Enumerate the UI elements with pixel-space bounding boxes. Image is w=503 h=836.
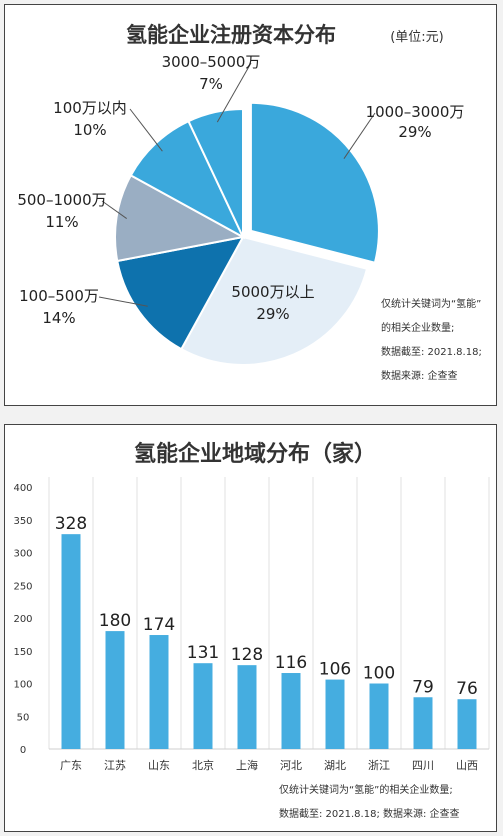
pie-chart: 氢能企业注册资本分布 (单位:元) 1000–3000万 29% 5000万以上 29… bbox=[17, 23, 482, 382]
pie-slice-label: 100万以内 bbox=[53, 99, 127, 117]
pie-slice-value: 14% bbox=[42, 309, 75, 327]
bar-value-label: 328 bbox=[55, 514, 87, 534]
pie-note-4: 数据来源: 企查查 bbox=[381, 369, 458, 382]
pie-slice-value: 7% bbox=[199, 75, 223, 93]
x-category-label: 山西 bbox=[456, 759, 478, 772]
bar-value-label: 106 bbox=[319, 660, 351, 680]
pie-slice bbox=[249, 101, 380, 264]
bar-chart: 氢能企业地域分布（家） 0 50 100 150 200 250 300 350 400 328… bbox=[13, 441, 490, 820]
bar bbox=[105, 631, 125, 749]
y-tick-label: 250 bbox=[13, 581, 32, 592]
bar-note-2: 数据截至: 2021.8.18; 数据来源: 企查查 bbox=[279, 807, 460, 820]
bar bbox=[237, 665, 257, 749]
x-category-label: 广东 bbox=[60, 759, 82, 772]
bar bbox=[61, 534, 81, 749]
x-category-label: 四川 bbox=[412, 759, 434, 772]
bar bbox=[149, 635, 169, 749]
x-category-label: 河北 bbox=[280, 759, 302, 772]
y-tick-label: 300 bbox=[13, 549, 32, 560]
pie-note-1: 仅统计关键词为“氢能” bbox=[381, 297, 481, 310]
pie-leader-line bbox=[129, 108, 163, 152]
pie-slice-label: 3000–5000万 bbox=[162, 53, 261, 71]
bar-chart-panel: 氢能企业地域分布（家） 0 50 100 150 200 250 300 350 400 328… bbox=[4, 424, 497, 832]
bar-value-label: 79 bbox=[412, 677, 434, 697]
bar bbox=[325, 679, 345, 749]
pie-slice bbox=[116, 235, 245, 351]
x-category-label: 北京 bbox=[192, 758, 214, 772]
y-tick-label: 150 bbox=[13, 647, 32, 658]
pie-leader-line bbox=[216, 62, 252, 123]
bar-chart-title: 氢能企业地域分布（家） bbox=[134, 441, 376, 467]
bar-value-label: 131 bbox=[187, 643, 219, 663]
pie-slice-value: 29% bbox=[398, 123, 431, 141]
y-tick-label: 50 bbox=[17, 712, 30, 723]
pie-slice-value: 29% bbox=[256, 305, 289, 323]
pie-slice bbox=[179, 235, 369, 366]
pie-leader-line bbox=[101, 200, 127, 219]
pie-slice bbox=[129, 119, 246, 240]
pie-chart-unit: (单位:元) bbox=[390, 30, 444, 45]
bar-value-label: 128 bbox=[231, 645, 263, 665]
y-tick-label: 350 bbox=[13, 516, 32, 527]
bar bbox=[457, 699, 477, 749]
pie-slice-label: 100–500万 bbox=[19, 287, 99, 305]
y-tick-label: 0 bbox=[20, 745, 26, 756]
bar-value-label: 180 bbox=[99, 611, 131, 631]
pie-leader-line bbox=[98, 296, 148, 307]
bar-note-1: 仅统计关键词为“氢能”的相关企业数量; bbox=[279, 783, 453, 796]
bar-value-label: 100 bbox=[363, 664, 395, 684]
x-category-label: 上海 bbox=[236, 758, 258, 772]
y-tick-label: 100 bbox=[13, 680, 32, 691]
pie-chart-title: 氢能企业注册资本分布 bbox=[126, 23, 336, 47]
pie-slice-label: 1000–3000万 bbox=[366, 103, 465, 121]
pie-slice-value: 10% bbox=[73, 121, 106, 139]
pie-chart-panel: 氢能企业注册资本分布 (单位:元) 1000–3000万 29% 5000万以上 29… bbox=[4, 4, 497, 406]
x-category-label: 江苏 bbox=[104, 759, 126, 772]
bar-value-label: 116 bbox=[275, 653, 307, 673]
pie-slice-value: 11% bbox=[45, 213, 78, 231]
bar bbox=[413, 697, 433, 749]
y-tick-label: 400 bbox=[13, 483, 32, 494]
bar-value-label: 76 bbox=[456, 679, 478, 699]
bar bbox=[281, 673, 301, 749]
pie-slice bbox=[114, 173, 246, 263]
pie-note-3: 数据截至: 2021.8.18; bbox=[381, 345, 482, 358]
x-category-label: 湖北 bbox=[324, 759, 346, 772]
pie-note-2: 的相关企业数量; bbox=[381, 321, 454, 334]
y-tick-label: 200 bbox=[13, 614, 32, 625]
x-category-label: 山东 bbox=[148, 759, 170, 772]
x-category-label: 浙江 bbox=[368, 759, 390, 772]
bar bbox=[369, 683, 389, 749]
bar-value-label: 174 bbox=[143, 615, 175, 635]
pie-leader-line bbox=[343, 112, 376, 159]
bar bbox=[193, 663, 213, 749]
pie-slice-label: 500–1000万 bbox=[17, 191, 106, 209]
pie-slice bbox=[187, 107, 244, 238]
pie-slice-label: 5000万以上 bbox=[231, 283, 314, 301]
